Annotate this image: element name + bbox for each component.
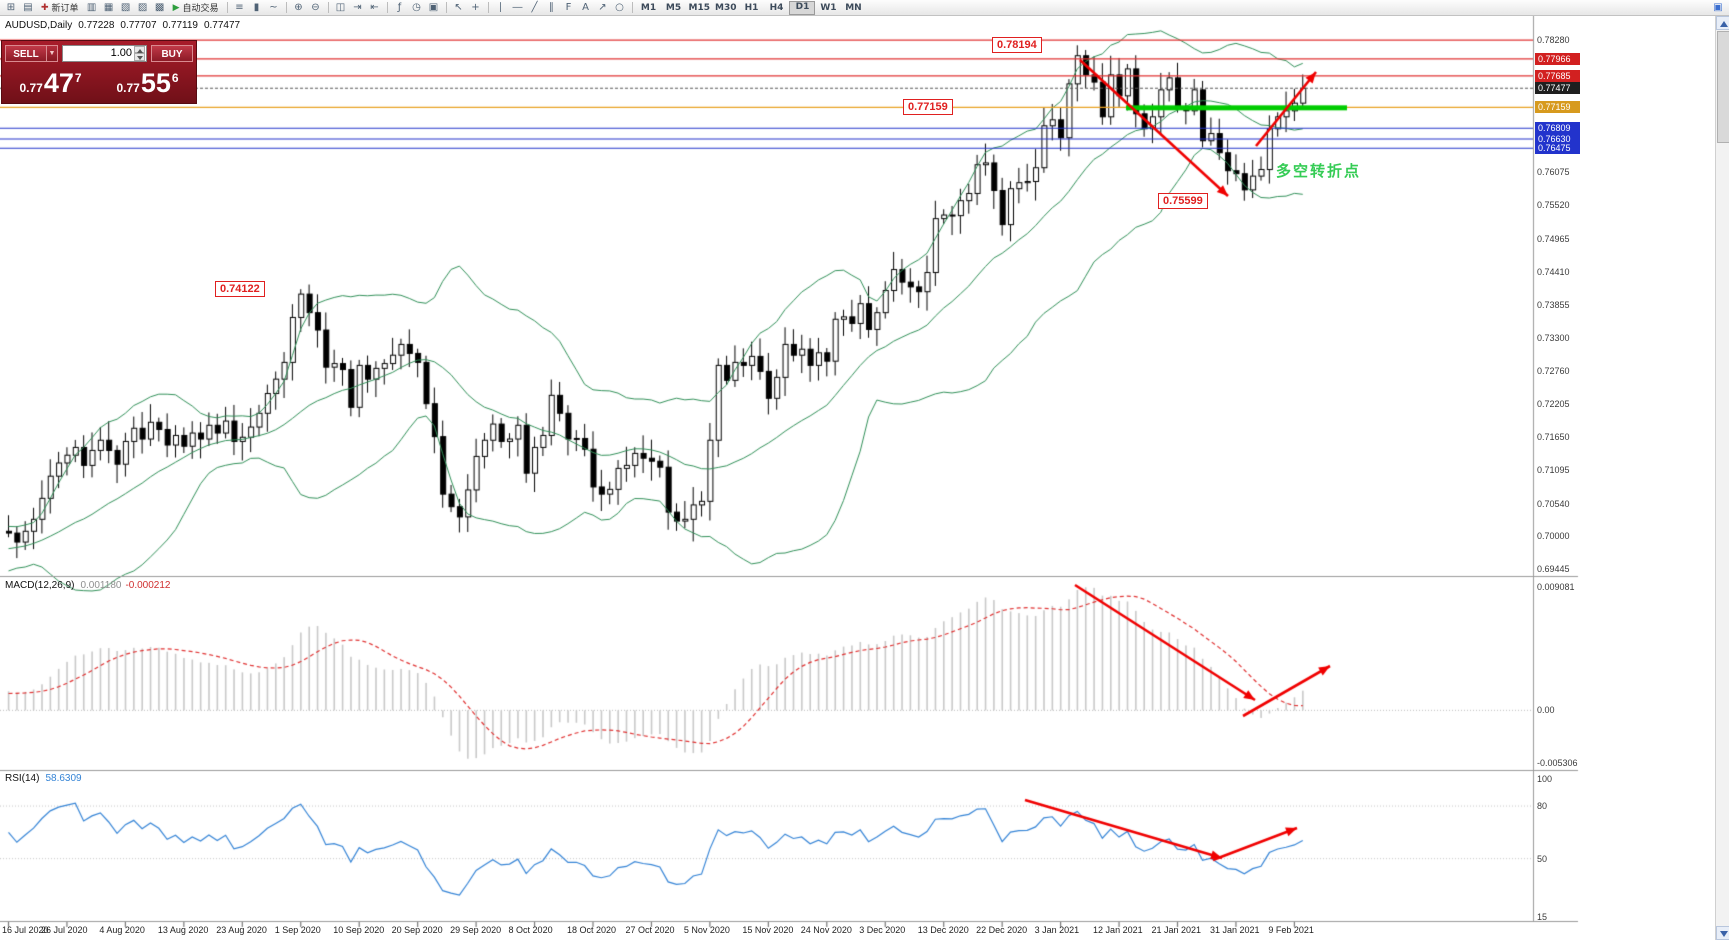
strategy-tester-icon[interactable]: ▩ [154, 2, 165, 13]
timeframe-h1[interactable]: H1 [744, 2, 759, 13]
ohlc-close: 0.77477 [203, 20, 241, 31]
timeframe-m15[interactable]: M15 [688, 2, 710, 13]
indicators-icon[interactable]: ƒ [397, 2, 402, 13]
toolbar-separator [327, 2, 329, 13]
toolbar-separator [386, 2, 388, 13]
navigator-icon[interactable]: ▧ [120, 2, 131, 13]
toolbar-separator [631, 2, 633, 13]
rsi-panel-title: RSI(14) 58.6309 [5, 773, 82, 784]
timeframe-mn[interactable]: MN [845, 2, 862, 13]
autotrading-button-label: 自动交易 [182, 4, 219, 14]
cursor-icon[interactable]: ↖ [454, 2, 463, 13]
scroll-down-icon[interactable] [1716, 926, 1729, 940]
trendline-icon[interactable]: ╱ [531, 2, 538, 13]
toolbar-separator [445, 2, 447, 13]
scrollbar-thumb[interactable] [1717, 31, 1729, 143]
buy-price[interactable]: 0.77 55 6 [99, 64, 196, 102]
autotrading-button[interactable]: ▶ 自动交易 [169, 1, 223, 15]
rsi-title: RSI(14) [5, 773, 40, 784]
toolbar: ⊞ ▤ ✚ 新订单 ▥ ▦ ▧ ▨ ▩ ▶ 自动交易 ≡ ▮ ~ ⊕ ⊖ ◫ ⇥ ⇤ ƒ ◷ ▣ ↖ + ∣ ― ╱ ∥ F A ↗ ○ M1 M… [0, 0, 1729, 16]
buy-price-prefix: 0.77 [116, 81, 140, 95]
new-order-button[interactable]: ✚ 新订单 [37, 1, 83, 15]
auto-scroll-icon[interactable]: ⇥ [353, 2, 362, 13]
ohlc-low: 0.77119 [162, 20, 198, 31]
timeframe-h4[interactable]: H4 [769, 2, 784, 13]
terminal-icon[interactable]: ▨ [137, 2, 148, 13]
timeframe-m1[interactable]: M1 [640, 2, 657, 13]
fibonacci-icon[interactable]: F [565, 2, 572, 13]
community-icon[interactable]: ▣ [1713, 2, 1723, 13]
profiles-icon[interactable]: ▤ [23, 2, 33, 13]
scroll-up-icon[interactable] [1716, 16, 1729, 30]
sell-price[interactable]: 0.77 47 7 [2, 64, 99, 102]
volume-value: 1.00 [110, 47, 132, 59]
candles-chart-icon[interactable]: ▮ [253, 2, 260, 13]
tile-windows-icon[interactable]: ◫ [335, 2, 346, 13]
shapes-icon[interactable]: ○ [615, 2, 624, 13]
new-order-button-icon: ✚ [41, 2, 49, 13]
macd-value-signal: -0.000212 [125, 580, 171, 591]
buy-price-big: 55 [140, 68, 171, 98]
timeframe-d1[interactable]: D1 [789, 0, 816, 15]
sell-price-sup: 7 [74, 71, 82, 85]
horizontal-line-icon[interactable]: ― [512, 2, 523, 13]
order-type-dropdown[interactable]: ▼ [47, 44, 58, 62]
volume-down-icon[interactable] [134, 53, 145, 61]
vertical-line-icon[interactable]: ∣ [498, 2, 503, 13]
data-window-icon[interactable]: ▦ [103, 2, 114, 13]
sell-price-prefix: 0.77 [19, 81, 43, 95]
timeframe-m5[interactable]: M5 [665, 2, 682, 13]
sell-button[interactable]: SELL [5, 44, 47, 62]
new-order-button-label: 新订单 [51, 4, 79, 14]
text-icon[interactable]: A [582, 2, 589, 13]
timeframe-w1[interactable]: W1 [820, 2, 837, 13]
line-chart-icon[interactable]: ~ [269, 2, 278, 13]
periods-icon[interactable]: ◷ [412, 2, 421, 13]
timeframe-m30[interactable]: M30 [714, 2, 737, 13]
autotrading-button-icon: ▶ [172, 2, 180, 13]
macd-panel-title: MACD(12,26,9) 0.001180 -0.000212 [5, 580, 170, 591]
zoom-in-icon[interactable]: ⊕ [294, 2, 303, 13]
channel-icon[interactable]: ∥ [549, 2, 554, 13]
symbol-ohlc-line: AUDUSD,Daily 0.77228 0.77707 0.77119 0.77477 [5, 20, 246, 31]
vertical-scrollbar[interactable] [1715, 16, 1729, 940]
volume-up-icon[interactable] [134, 45, 145, 53]
toolbar-separator [285, 2, 287, 13]
volume-stepper[interactable] [134, 45, 145, 61]
toolbar-separator [487, 2, 489, 13]
sell-price-big: 47 [43, 68, 74, 98]
one-click-trading-panel: SELL ▼ 1.00 BUY 0.77 47 7 0.77 55 6 [1, 40, 197, 104]
arrows-icon[interactable]: ↗ [598, 2, 607, 13]
crosshair-icon[interactable]: + [471, 2, 480, 13]
bars-chart-icon[interactable]: ≡ [235, 2, 244, 13]
new-chart-icon[interactable]: ⊞ [6, 2, 16, 13]
symbol-name: AUDUSD,Daily [5, 20, 73, 31]
templates-icon[interactable]: ▣ [428, 2, 439, 13]
zoom-out-icon[interactable]: ⊖ [311, 2, 320, 13]
macd-value-main: 0.001180 [80, 580, 122, 591]
macd-title: MACD(12,26,9) [5, 580, 75, 591]
buy-price-sup: 6 [171, 71, 179, 85]
ohlc-high: 0.77707 [120, 20, 157, 31]
toolbar-separator [226, 2, 228, 13]
chart-shift-icon[interactable]: ⇤ [370, 2, 379, 13]
volume-input[interactable]: 1.00 [62, 44, 147, 62]
rsi-value: 58.6309 [45, 773, 82, 784]
market-watch-icon[interactable]: ▥ [86, 2, 97, 13]
ohlc-open: 0.77228 [78, 20, 115, 31]
buy-button[interactable]: BUY [151, 44, 193, 62]
